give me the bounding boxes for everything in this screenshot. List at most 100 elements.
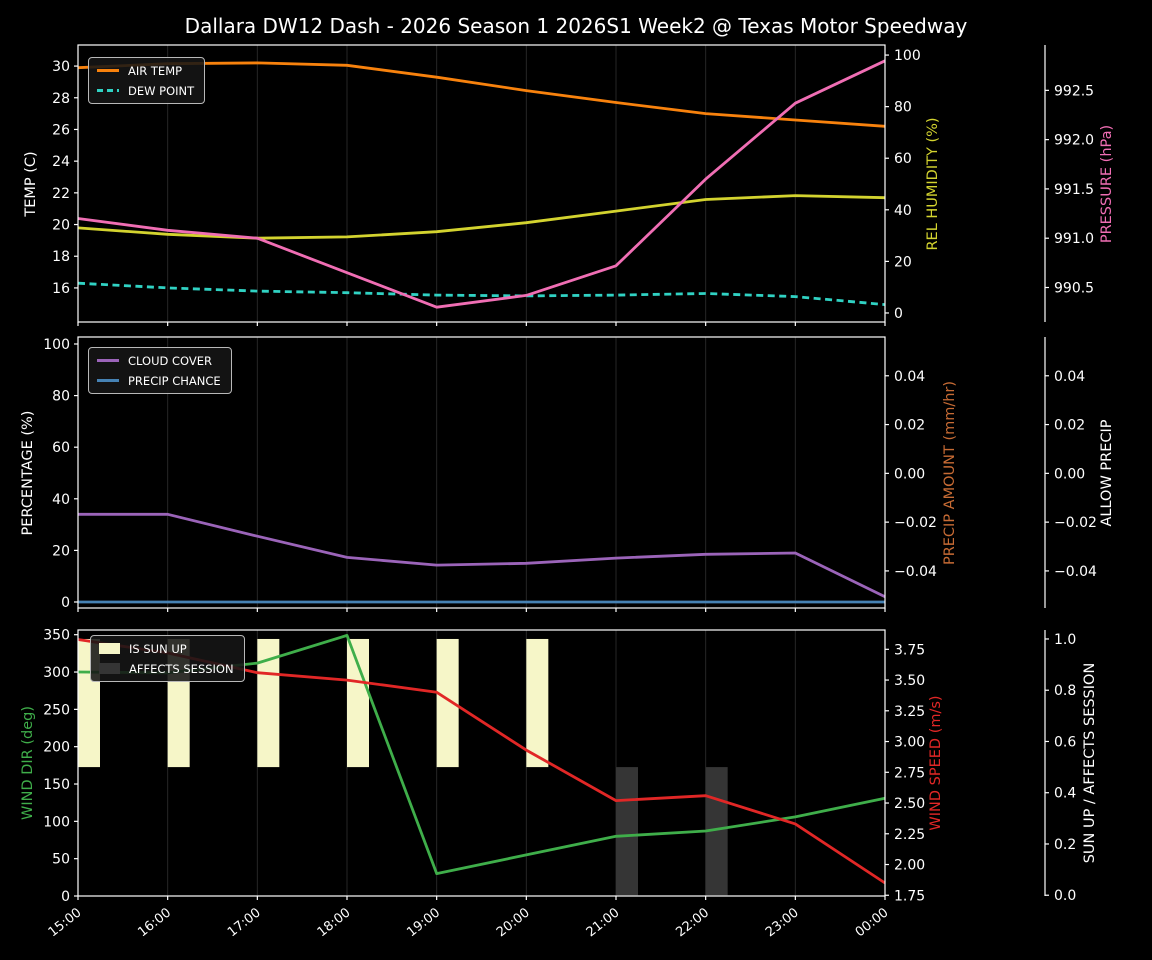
svg-text:0: 0 [61,889,70,905]
legend-label: CLOUD COVER [128,353,213,368]
legend-cloud-precip: CLOUD COVER PRECIP CHANCE [88,347,232,394]
svg-text:3.50: 3.50 [894,673,925,689]
legend-temperature: AIR TEMP DEW POINT [88,57,206,104]
legend-label: AIR TEMP [128,63,183,78]
svg-text:0.00: 0.00 [1054,466,1085,482]
svg-text:0.02: 0.02 [1054,418,1085,434]
svg-text:80: 80 [52,389,70,405]
svg-text:2.50: 2.50 [894,796,925,812]
svg-text:300: 300 [43,665,70,681]
x-tick-label: 17:00 [225,905,264,940]
x-tick-label: 19:00 [404,905,443,940]
precip-chance-line-swatch [97,379,119,382]
bar-is-sun-up [347,638,369,768]
svg-text:2.25: 2.25 [894,827,925,843]
svg-text:200: 200 [43,740,70,756]
cloud-cover-line-swatch [97,359,119,362]
air-temp-line-swatch [97,69,119,72]
svg-text:1.0: 1.0 [1054,632,1076,648]
svg-text:18: 18 [52,249,70,265]
svg-text:50: 50 [52,852,70,868]
svg-text:3.00: 3.00 [894,735,925,751]
svg-text:992.5: 992.5 [1054,83,1094,99]
svg-text:20: 20 [894,254,912,270]
series-dew-point [77,281,886,306]
svg-text:0.4: 0.4 [1054,786,1076,802]
series-pressure [77,59,886,309]
x-tick-label: 00:00 [853,905,892,940]
legend-item-dew-point: DEW POINT [97,83,194,98]
svg-text:991.5: 991.5 [1054,182,1094,198]
bar-is-sun-up [436,638,459,768]
svg-text:1.75: 1.75 [894,888,925,904]
x-tick-label: 15:00 [46,905,85,940]
svg-text:−0.02: −0.02 [1054,515,1097,531]
svg-text:2.00: 2.00 [894,858,925,874]
svg-text:60: 60 [52,440,70,456]
axis-title-allow-precip: ALLOW PRECIP [1099,419,1115,527]
bar-affects-session [616,767,638,896]
svg-text:40: 40 [52,492,70,508]
dew-point-line-swatch [97,89,119,92]
svg-text:80: 80 [894,100,912,116]
legend-item-air-temp: AIR TEMP [97,63,194,78]
series-cloud-cover [78,512,886,599]
svg-text:0.6: 0.6 [1054,734,1076,750]
svg-text:3.75: 3.75 [894,642,925,658]
x-tick-label: 21:00 [584,905,623,940]
axis-title-precip-amount: PRECIP AMOUNT (mm/hr) [942,380,958,566]
bar-affects-session [705,767,728,896]
svg-text:0.8: 0.8 [1054,683,1076,699]
x-tick-label: 22:00 [673,905,712,940]
svg-text:16: 16 [52,281,70,297]
svg-text:−0.04: −0.04 [894,564,937,580]
series-rel-humidity [77,194,886,240]
legend-item-precip-chance: PRECIP CHANCE [97,373,221,388]
legend-sun-session: IS SUN UP AFFECTS SESSION [90,635,245,682]
affects-session-patch-swatch [99,663,120,674]
svg-text:26: 26 [52,122,70,138]
legend-item-affects-session: AFFECTS SESSION [99,661,234,676]
svg-text:0.04: 0.04 [894,369,925,385]
svg-text:2.75: 2.75 [894,765,925,781]
axis-title-humidity: REL HUMIDITY (%) [925,117,941,251]
svg-text:−0.02: −0.02 [894,515,937,531]
x-tick-label: 18:00 [315,905,354,940]
legend-label: DEW POINT [128,83,195,98]
axis-title-pressure: PRESSURE (hPa) [1099,124,1115,244]
svg-text:990.5: 990.5 [1054,280,1094,296]
svg-text:0.04: 0.04 [1054,369,1085,385]
svg-text:100: 100 [894,48,921,64]
bar-is-sun-up [526,638,549,768]
svg-text:28: 28 [52,91,70,107]
svg-text:100: 100 [43,814,70,830]
subplot-temperature-humidity-pressure [74,44,1049,326]
svg-text:0.02: 0.02 [894,418,925,434]
svg-text:250: 250 [43,702,70,718]
x-tick-label: 20:00 [494,905,533,940]
svg-text:991.0: 991.0 [1054,231,1094,247]
svg-text:60: 60 [894,151,912,167]
svg-text:0: 0 [61,595,70,611]
svg-text:20: 20 [52,543,70,559]
x-tick-label: 23:00 [763,905,802,940]
x-tick-label: 16:00 [135,905,174,940]
svg-text:30: 30 [52,59,70,75]
legend-label: AFFECTS SESSION [129,661,234,676]
bar-is-sun-up [257,638,280,768]
axis-title-temp: TEMP (C) [23,151,39,217]
axis-title-wind-speed: WIND SPEED (m/s) [928,695,944,831]
axis-title-sun-up: SUN UP / AFFECTS SESSION [1082,662,1098,864]
svg-text:0.0: 0.0 [1054,888,1076,904]
subplot-cloud-precip [74,336,1049,612]
legend-label: PRECIP CHANCE [128,373,221,388]
svg-text:100: 100 [43,337,70,353]
axis-title-wind-dir: WIND DIR (deg) [20,705,36,821]
svg-text:0.2: 0.2 [1054,837,1076,853]
axis-title-percentage: PERCENTAGE (%) [20,410,36,536]
svg-text:3.25: 3.25 [894,704,925,720]
svg-text:24: 24 [52,154,70,170]
svg-text:22: 22 [52,186,70,202]
